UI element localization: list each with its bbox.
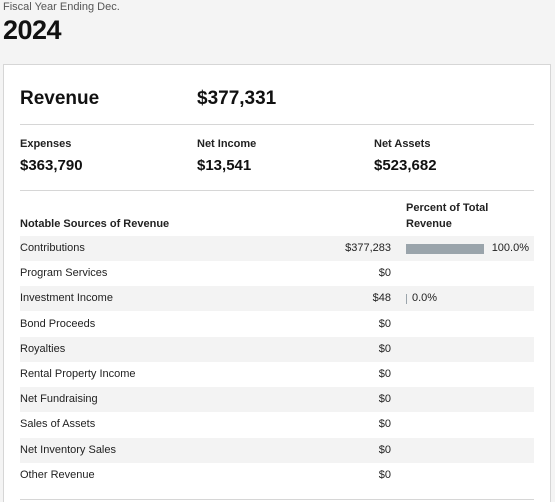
table-row: Investment Income $48 0.0%	[20, 286, 534, 312]
divider	[20, 499, 534, 500]
table-row: Program Services $0	[20, 261, 534, 286]
percent-header: Percent of Total Revenue	[406, 200, 488, 232]
source-amount: $0	[378, 468, 391, 481]
net-income-value: $13,541	[197, 157, 252, 174]
source-name: Royalties	[20, 342, 66, 355]
source-amount: $0	[378, 317, 391, 330]
fiscal-year: 2024	[3, 15, 62, 45]
percent-bar	[406, 294, 407, 305]
percent-header-line1: Percent of Total	[406, 202, 489, 214]
source-name: Rental Property Income	[20, 368, 136, 380]
source-amount: $0	[378, 418, 391, 431]
net-assets-value: $523,682	[374, 157, 437, 174]
divider	[20, 124, 534, 125]
table-row: Rental Property Income $0	[20, 362, 534, 387]
fiscal-year-label: Fiscal Year Ending Dec.	[3, 1, 120, 13]
percent-label: 0.0%	[412, 292, 438, 305]
source-name: Net Inventory Sales	[20, 443, 116, 456]
source-name: Contributions	[20, 242, 85, 254]
revenue-value: $377,331	[197, 88, 277, 109]
source-name: Investment Income	[20, 292, 113, 305]
table-row: Bond Proceeds $0	[20, 312, 534, 337]
source-amount: $0	[378, 443, 391, 456]
source-amount: $0	[378, 368, 391, 380]
source-name: Program Services	[20, 267, 108, 280]
expenses-label: Expenses	[20, 138, 72, 150]
net-assets-label: Net Assets	[374, 138, 431, 150]
source-name: Sales of Assets	[20, 418, 96, 431]
source-amount: $0	[378, 393, 391, 406]
divider	[20, 190, 534, 191]
sources-title: Notable Sources of Revenue	[20, 218, 170, 230]
source-amount: $0	[378, 342, 391, 355]
net-income-label: Net Income	[197, 138, 257, 150]
table-row: Net Inventory Sales $0	[20, 437, 534, 463]
revenue-label: Revenue	[20, 88, 100, 109]
table-row: Sales of Assets $0	[20, 412, 534, 437]
table-row: Contributions $377,283 100.0%	[20, 236, 534, 261]
source-amount: $377,283	[345, 242, 391, 254]
expenses-value: $363,790	[20, 157, 83, 174]
source-amount: $0	[378, 267, 391, 280]
financial-summary-card: Revenue $377,331 Expenses $363,790 Net I…	[3, 64, 551, 502]
table-row: Royalties $0	[20, 336, 534, 362]
source-name: Bond Proceeds	[20, 317, 96, 330]
percent-label: 100.0%	[491, 242, 529, 254]
table-row: Other Revenue $0	[20, 463, 534, 488]
percent-bar	[406, 244, 484, 254]
source-name: Other Revenue	[20, 468, 95, 481]
table-row: Net Fundraising $0	[20, 387, 534, 413]
source-name: Net Fundraising	[20, 393, 98, 406]
percent-header-line2: Revenue	[406, 218, 452, 230]
source-amount: $48	[372, 292, 391, 305]
